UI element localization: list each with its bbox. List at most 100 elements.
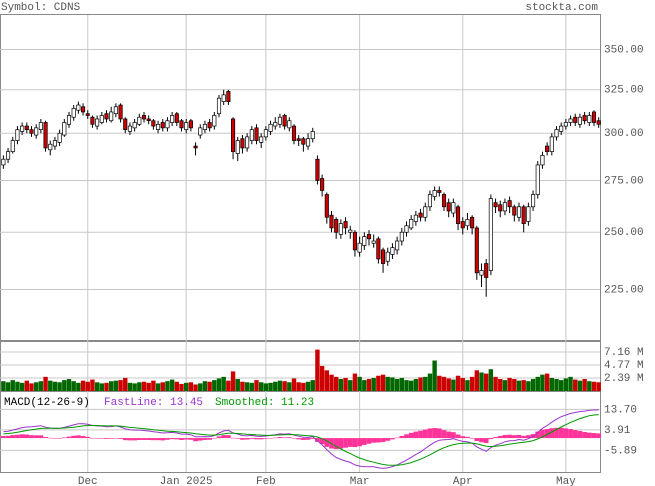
macd-histogram-bar	[441, 430, 447, 439]
candle-body	[446, 202, 451, 212]
candle-body	[52, 140, 57, 147]
macd-histogram-bar	[319, 438, 325, 445]
macd-histogram-bar	[15, 434, 20, 439]
y-tick-label: 325.00	[604, 85, 644, 97]
candle-body	[254, 127, 259, 141]
volume-bar	[235, 379, 240, 391]
volume-bar	[549, 377, 555, 391]
macd-histogram-bar	[333, 438, 339, 450]
volume-bar	[469, 376, 475, 391]
candle-body	[596, 120, 601, 125]
volume-bar	[212, 380, 217, 391]
candle-body	[310, 131, 315, 140]
macd-histogram-bar	[549, 428, 555, 439]
candle-body	[76, 104, 81, 111]
volume-bar	[19, 382, 25, 391]
macd-histogram-bar	[141, 438, 147, 440]
candle-body	[193, 145, 198, 149]
macd-histogram-bar	[258, 438, 264, 440]
candle-body	[118, 104, 123, 120]
macd-histogram-bar	[408, 432, 414, 439]
macd-histogram-bar	[568, 429, 573, 439]
candle-body	[123, 118, 128, 130]
candle-body	[535, 164, 540, 195]
macd-histogram-bar	[160, 438, 166, 441]
volume-bar	[118, 380, 123, 391]
volume-bar	[423, 376, 428, 391]
volume-bar	[399, 377, 405, 391]
macd-histogram-bar	[57, 438, 62, 439]
volume-bar	[291, 378, 297, 391]
macd-histogram-bar	[268, 438, 273, 439]
macd-histogram-bar	[254, 438, 259, 440]
macd-histogram-bar	[352, 438, 358, 448]
volume-bar	[141, 381, 147, 391]
volume-bar	[455, 375, 461, 391]
volume-bar	[380, 374, 386, 391]
volume-bar	[376, 375, 381, 391]
volume-bar	[273, 381, 278, 391]
volume-bar	[530, 379, 536, 391]
volume-bar	[52, 381, 58, 391]
candle-body	[249, 129, 254, 141]
volume-bar	[38, 381, 44, 391]
volume-bar	[193, 384, 198, 391]
y-tick-label: 7.16 M	[604, 347, 644, 359]
volume-bar	[362, 380, 367, 391]
candle-body	[385, 251, 390, 262]
macd-histogram-bar	[582, 432, 587, 439]
candle-body	[329, 214, 334, 229]
macd-histogram-bar	[596, 433, 602, 439]
macd-histogram-bar	[586, 432, 592, 439]
macd-histogram-bar	[526, 435, 531, 439]
volume-bar	[282, 381, 287, 391]
candle-body	[20, 125, 25, 132]
macd-histogram-bar	[244, 438, 250, 440]
macd-histogram-bar	[188, 438, 194, 440]
candle-body	[366, 234, 372, 240]
candle-body	[268, 123, 273, 132]
volume-bar	[521, 380, 526, 391]
macd-histogram-bar	[460, 436, 466, 439]
macd-histogram-bar	[577, 430, 583, 439]
macd-histogram-bar	[324, 438, 330, 447]
volume-bar	[1, 381, 6, 391]
candle-body	[306, 138, 311, 147]
volume-bar	[338, 379, 344, 391]
volume-bar	[301, 382, 306, 391]
candle-body	[296, 138, 301, 141]
macd-histogram-bar	[469, 438, 475, 439]
candle-body	[6, 151, 11, 160]
macd-histogram-bar	[488, 438, 494, 440]
volume-bar	[123, 377, 128, 391]
x-tick-label: Feb	[256, 476, 276, 486]
candle-body	[348, 229, 353, 233]
legend-entry: FastLine: 13.45	[104, 397, 203, 409]
macd-histogram-bar	[80, 435, 86, 439]
macd-histogram-bar	[399, 435, 405, 439]
macd-histogram-bar	[343, 438, 348, 448]
candle-body	[273, 122, 278, 127]
volume-bar	[296, 382, 301, 391]
candle-body	[516, 206, 522, 218]
macd-histogram-bar	[427, 428, 433, 439]
volume-bar	[587, 381, 592, 391]
volume-bar	[366, 379, 372, 391]
volume-bar	[287, 382, 292, 391]
volume-bar	[268, 382, 273, 391]
candle-body	[127, 125, 132, 132]
macd-histogram-bar	[38, 435, 44, 439]
candle-body	[212, 115, 217, 127]
volume-bar	[385, 376, 390, 391]
candle-body	[498, 204, 503, 212]
candle-body	[291, 125, 297, 141]
macd-histogram-bar	[507, 434, 512, 439]
candle-body	[465, 219, 470, 227]
volume-bar	[24, 380, 30, 391]
candle-body	[488, 198, 493, 271]
volume-bar	[404, 380, 409, 391]
volume-bar	[33, 382, 39, 391]
macd-histogram-bar	[347, 438, 353, 447]
macd-histogram-bar	[108, 438, 114, 439]
macd-histogram-bar	[5, 435, 11, 439]
